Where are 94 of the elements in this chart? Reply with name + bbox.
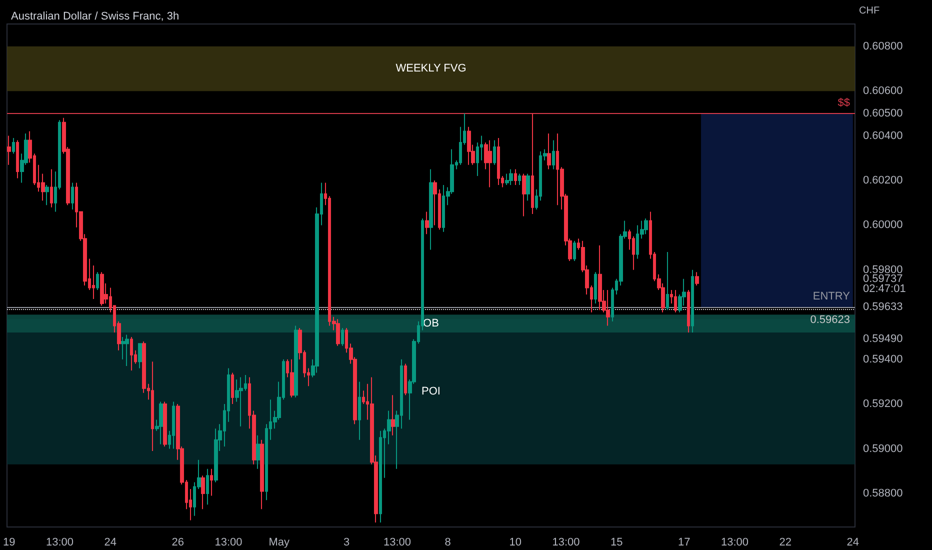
candlestick bbox=[45, 184, 49, 206]
band-label: OB bbox=[423, 318, 439, 330]
candlestick bbox=[391, 394, 395, 436]
y-tick-label: 0.58800 bbox=[863, 487, 903, 500]
candlestick bbox=[130, 336, 133, 372]
candlestick bbox=[531, 112, 534, 215]
x-tick-label: 17 bbox=[678, 536, 690, 548]
y-tick-label: 0.60000 bbox=[863, 219, 903, 232]
y-axis-title: CHF bbox=[859, 6, 880, 16]
candlestick bbox=[239, 376, 243, 427]
candlestick bbox=[214, 428, 218, 483]
candlestick bbox=[518, 173, 521, 186]
x-tick-label: 3 bbox=[344, 536, 350, 548]
y-tick-label: 0.60400 bbox=[863, 130, 903, 142]
candlestick bbox=[695, 272, 699, 286]
candlestick bbox=[163, 401, 167, 448]
candlestick bbox=[7, 135, 11, 166]
x-tick-label: 13:00 bbox=[383, 536, 412, 548]
candlestick bbox=[379, 430, 382, 524]
candlestick bbox=[404, 363, 407, 396]
ref-line-label: $$ bbox=[838, 96, 850, 109]
candlestick bbox=[488, 140, 492, 188]
y-tick-label: 0.59400 bbox=[863, 353, 903, 366]
candlestick bbox=[151, 361, 154, 452]
candlestick bbox=[467, 126, 471, 166]
candlestick bbox=[674, 290, 677, 313]
candlestick bbox=[206, 468, 209, 506]
candlestick bbox=[606, 290, 610, 326]
candlestick bbox=[514, 168, 517, 186]
y-tick-label: 0.59000 bbox=[863, 442, 903, 455]
candlestick bbox=[497, 138, 500, 186]
x-tick-label: 13:00 bbox=[214, 536, 242, 548]
candlestick bbox=[12, 138, 15, 154]
candlestick bbox=[290, 358, 294, 398]
band-label: WEEKLY FVG bbox=[396, 62, 466, 75]
y-tick-label: 0.60500 bbox=[863, 107, 903, 120]
x-tick-label: 22 bbox=[779, 536, 792, 548]
candlestick bbox=[294, 325, 298, 398]
candlestick bbox=[138, 343, 142, 369]
x-tick-label: 13:00 bbox=[552, 536, 580, 548]
candlestick bbox=[172, 401, 175, 450]
candlestick bbox=[256, 434, 260, 470]
ref-line-label: 0.59623 bbox=[810, 314, 850, 326]
x-tick-label: 13:00 bbox=[720, 536, 749, 548]
band-label: POI bbox=[422, 386, 440, 398]
x-tick-label: 19 bbox=[2, 536, 16, 548]
candlestick bbox=[260, 439, 264, 510]
candlestick bbox=[666, 252, 669, 311]
x-tick-label: 15 bbox=[610, 536, 623, 548]
chart-title: Australian Dollar / Swiss Franc, 3h bbox=[11, 10, 180, 22]
x-tick-label: May bbox=[268, 536, 290, 548]
candlestick bbox=[159, 401, 163, 445]
candlestick bbox=[552, 140, 555, 170]
candlestick bbox=[429, 168, 433, 250]
candlestick bbox=[493, 140, 496, 166]
candlestick bbox=[341, 328, 344, 346]
candlestick bbox=[547, 133, 551, 170]
candlestick bbox=[125, 334, 129, 367]
candlestick bbox=[50, 168, 53, 208]
candlestick bbox=[598, 244, 602, 311]
ref-line-label: ENTRY bbox=[812, 290, 851, 303]
x-tick-label: 13:00 bbox=[46, 536, 74, 548]
y-tick-label: 0.59737 02:47:01 bbox=[863, 272, 906, 295]
candlestick bbox=[526, 173, 530, 202]
candlestick bbox=[336, 318, 340, 346]
candlestick bbox=[71, 182, 74, 210]
candlestick bbox=[358, 381, 361, 440]
candlestick bbox=[509, 168, 513, 186]
y-tick-label: 0.60800 bbox=[863, 40, 903, 52]
candlestick bbox=[201, 475, 205, 510]
candlestick bbox=[425, 211, 429, 235]
y-tick-label: 0.60200 bbox=[863, 174, 903, 186]
candlestick bbox=[594, 272, 597, 304]
candlestick bbox=[691, 269, 694, 334]
candlestick bbox=[210, 468, 213, 496]
x-tick-label: 8 bbox=[444, 536, 451, 548]
candlestick bbox=[644, 218, 648, 235]
x-tick-label: 10 bbox=[509, 536, 522, 548]
candlestick bbox=[231, 372, 234, 405]
candlestick bbox=[100, 272, 104, 306]
candlestick bbox=[96, 272, 99, 291]
y-tick-label: 0.60600 bbox=[863, 85, 903, 98]
x-tick-label: 24 bbox=[846, 536, 860, 548]
candlestick bbox=[16, 140, 19, 179]
candlestick bbox=[573, 240, 576, 262]
y-tick-label: 0.59200 bbox=[863, 398, 903, 410]
candlestick bbox=[505, 173, 509, 186]
x-tick-label: 24 bbox=[104, 536, 116, 548]
candlestick bbox=[433, 180, 437, 226]
candlestick bbox=[522, 173, 526, 217]
x-tick-label: 26 bbox=[172, 536, 184, 548]
candlestick bbox=[687, 290, 690, 334]
y-tick-label: 0.59633 bbox=[863, 301, 903, 314]
y-tick-label: 0.59490 bbox=[863, 333, 903, 346]
